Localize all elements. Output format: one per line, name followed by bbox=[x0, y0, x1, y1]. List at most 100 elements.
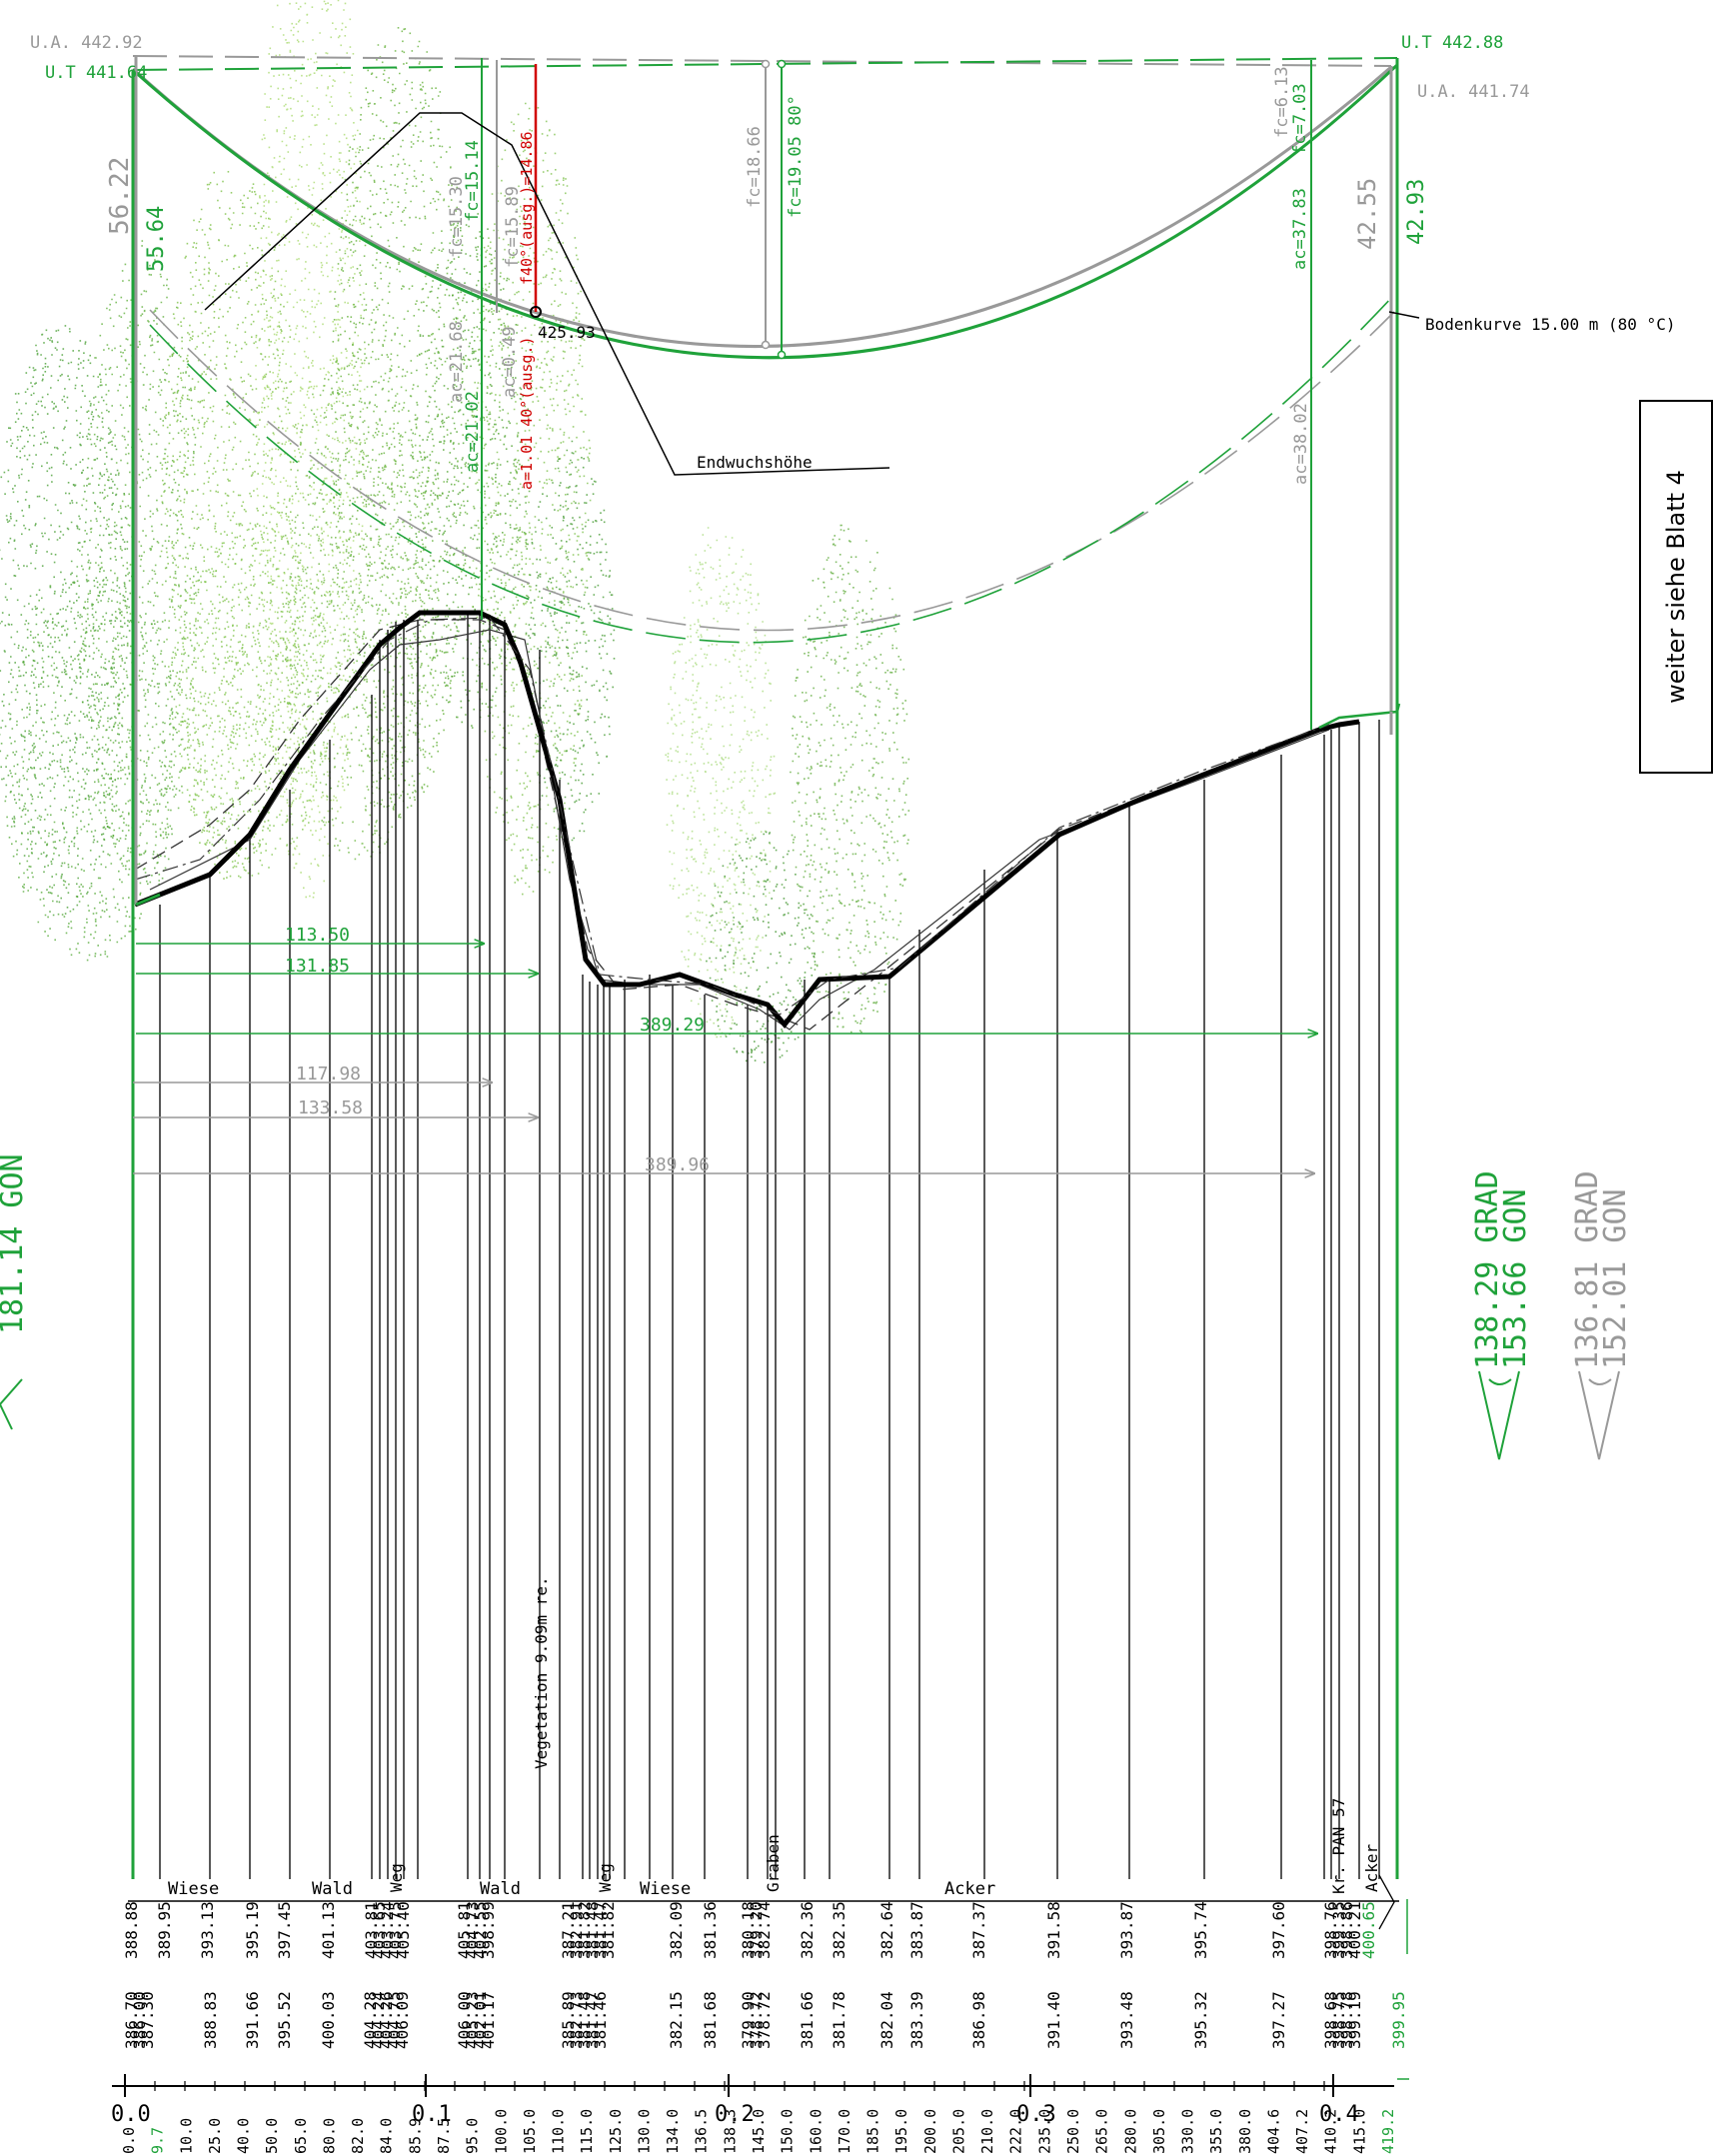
height-value: 405.23 bbox=[463, 1991, 482, 2049]
boden-curve-gray bbox=[149, 309, 1395, 632]
landuse-label: Weg bbox=[387, 1863, 406, 1892]
height-value: 403.75 bbox=[386, 1901, 405, 1959]
height-value: 395.19 bbox=[243, 1901, 262, 1959]
height-value: 393.87 bbox=[1117, 1901, 1136, 1959]
station-value: 10.0 bbox=[177, 2118, 195, 2154]
height-value: 382.74 bbox=[755, 1901, 774, 1959]
next-sheet-label: weiter siehe Blatt 4 bbox=[1662, 470, 1690, 704]
height-value: 383.39 bbox=[907, 1991, 926, 2049]
landuse-label: Wiese bbox=[640, 1879, 691, 1899]
next-sheet-box: weiter siehe Blatt 4 bbox=[1639, 400, 1713, 774]
conductor-green bbox=[132, 63, 1399, 360]
height-value: 400.21 bbox=[1345, 1901, 1364, 1959]
landuse-label: Wald bbox=[312, 1879, 353, 1899]
landuse-label: Wiese bbox=[168, 1879, 219, 1899]
station-value: 404.6 bbox=[1264, 2109, 1282, 2154]
height-value: 381.48 bbox=[575, 1991, 594, 2049]
station-value: 380.0 bbox=[1236, 2109, 1254, 2154]
height-value: 391.58 bbox=[1044, 1901, 1063, 1959]
angle-symbols bbox=[0, 1370, 1620, 1460]
top-line-gray bbox=[132, 55, 1392, 67]
ac-2102-label: ac=21.02 bbox=[463, 391, 483, 473]
vegetation-label: Vegetation 9.09m re. bbox=[532, 1576, 551, 1769]
ac-3802-label: ac=38.02 bbox=[1291, 403, 1311, 485]
station-value: 0.0 bbox=[120, 2127, 138, 2154]
fc-1514-label: fc=15.14 bbox=[463, 140, 483, 222]
station-value: 80.0 bbox=[320, 2118, 338, 2154]
height-value: 398.68 bbox=[1321, 1991, 1340, 2049]
f40-label: f40°(ausg.)=14.86 bbox=[518, 131, 536, 285]
dim-11350: 113.50 bbox=[285, 925, 350, 946]
ac-049-label: ac=0.49 bbox=[500, 326, 520, 398]
station-value: 84.0 bbox=[378, 2118, 396, 2154]
landuse-label: Acker bbox=[944, 1879, 995, 1899]
height-value: 403.24 bbox=[378, 1901, 397, 1959]
station-value: 115.0 bbox=[578, 2109, 596, 2154]
height-value: 379.20 bbox=[747, 1901, 766, 1959]
height-value: 398.86 bbox=[1337, 1901, 1356, 1959]
height-value: 395.32 bbox=[1191, 1991, 1210, 2049]
height-value: 391.66 bbox=[243, 1991, 262, 2049]
height-value: 383.87 bbox=[907, 1901, 926, 1959]
ua-right-label: U.A. 441.74 bbox=[1417, 82, 1530, 102]
km-label: 0.4 bbox=[1319, 2102, 1359, 2127]
station-value: 9.7 bbox=[149, 2127, 167, 2154]
height-value: 381.82 bbox=[599, 1901, 618, 1959]
height-value: 382.04 bbox=[877, 1991, 896, 2049]
height-value: 401.13 bbox=[319, 1901, 338, 1959]
ua-left-label: U.A. 442.92 bbox=[30, 33, 143, 53]
height-value: 402.01 bbox=[471, 1991, 490, 2049]
ac-3783-label: ac=37.83 bbox=[1290, 188, 1310, 270]
conductor-curves bbox=[131, 55, 1399, 644]
angle-green-gon: 153.66 GON bbox=[1498, 1188, 1533, 1369]
height-value: 382.73 bbox=[567, 1991, 586, 2049]
height-value: 378.72 bbox=[747, 1991, 766, 2049]
dim-13185: 131.85 bbox=[285, 956, 350, 977]
angle-gray-gon: 152.01 GON bbox=[1598, 1188, 1633, 1369]
height-value: 381.82 bbox=[575, 1901, 594, 1959]
height-value: 381.68 bbox=[701, 1991, 720, 2049]
ground-height-row-1: 388.88 389.95 393.13 395.19 397.45 401.13 403.… bbox=[122, 1901, 1378, 1959]
station-value: 87.5 bbox=[435, 2118, 453, 2154]
station-value: 265.0 bbox=[1093, 2109, 1111, 2154]
height-value: 397.60 bbox=[1269, 1901, 1288, 1959]
landuse-label: Acker bbox=[1362, 1843, 1381, 1892]
height-value: 388.88 bbox=[122, 1901, 141, 1959]
ut-left-label: U.T 441.64 bbox=[45, 63, 147, 83]
height-value: 387.37 bbox=[969, 1901, 988, 1959]
station-value: 407.2 bbox=[1293, 2109, 1311, 2154]
height-value: 403.65 bbox=[370, 1901, 389, 1959]
height-value: 379.90 bbox=[739, 1991, 758, 2049]
landuse-label: Weg bbox=[596, 1863, 615, 1892]
height-value: 382.35 bbox=[830, 1901, 849, 1959]
height-value: 405.40 bbox=[394, 1901, 413, 1959]
station-value: 110.0 bbox=[550, 2109, 568, 2154]
height-value: 388.83 bbox=[201, 1991, 220, 2049]
height-value: 381.46 bbox=[591, 1991, 610, 2049]
height-value: 406.00 bbox=[455, 1991, 474, 2049]
height-value: 404.28 bbox=[361, 1991, 380, 2049]
height-value: 393.13 bbox=[198, 1901, 217, 1959]
station-value: 95.0 bbox=[464, 2118, 482, 2154]
height-value: 405.81 bbox=[455, 1901, 474, 1959]
labels: U.A. 442.92 U.T 441.64 U.T 442.88 U.A. 4… bbox=[0, 33, 1675, 1894]
km-label: 0.3 bbox=[1016, 2102, 1056, 2127]
station-value: 82.0 bbox=[349, 2118, 367, 2154]
height-value: 381.48 bbox=[583, 1901, 602, 1959]
height-right-gray: 42.55 bbox=[1353, 178, 1381, 250]
station-value: 160.0 bbox=[807, 2109, 825, 2154]
fc-1589-label: fc=15.89 bbox=[503, 186, 523, 268]
height-value: 381.47 bbox=[591, 1901, 610, 1959]
ac-2168-label: ac=21.68 bbox=[447, 321, 467, 403]
height-right-green: 42.93 bbox=[1404, 179, 1429, 245]
station-value: 85.9 bbox=[406, 2118, 424, 2154]
height-value: 399.95 bbox=[1389, 1991, 1408, 2049]
vegetation-point-cloud bbox=[0, 0, 910, 1064]
station-value: 170.0 bbox=[836, 2109, 854, 2154]
fc-1905-label: fc=19.05 80° bbox=[786, 95, 806, 218]
height-value: 391.40 bbox=[1044, 1991, 1063, 2049]
leaders bbox=[204, 112, 1420, 476]
height-value: 385.89 bbox=[559, 1991, 578, 2049]
station-value: 410.2 bbox=[1322, 2109, 1340, 2154]
